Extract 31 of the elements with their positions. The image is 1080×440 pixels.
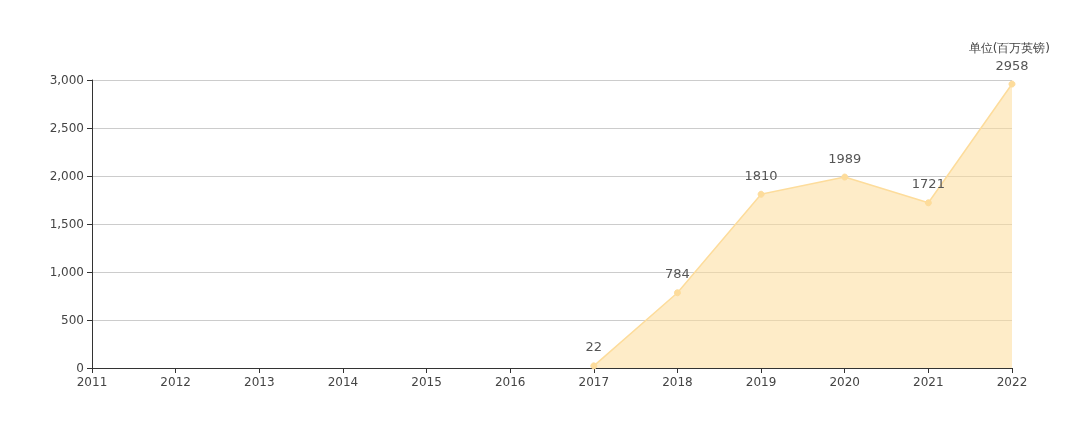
point — [1008, 80, 1016, 88]
x-tick-label: 2019 — [745, 375, 777, 389]
point — [590, 362, 598, 370]
y-tick-label: 2,000 — [49, 169, 84, 183]
x-tick-label: 2011 — [76, 375, 108, 389]
y-tick-label: 0 — [76, 361, 84, 375]
x-tick-label: 2013 — [244, 375, 275, 389]
x-tick-label: 2016 — [494, 375, 526, 389]
y-tick-label: 1,000 — [49, 265, 84, 279]
y-tick-label: 2,500 — [49, 121, 84, 135]
x-tick-label: 2014 — [327, 375, 359, 389]
y-tick-label: 3,000 — [49, 73, 84, 87]
data-label: 1989 — [828, 150, 862, 166]
x-tick-label: 2015 — [411, 375, 442, 389]
point — [924, 199, 932, 207]
point — [841, 173, 849, 181]
x-tick-label: 2020 — [829, 375, 860, 389]
text: 单位(百万英镑) — [968, 41, 1051, 55]
x-tick-label: 2022 — [996, 375, 1028, 389]
y-tick-label: 500 — [61, 313, 84, 327]
x-tick-label: 2018 — [662, 375, 693, 389]
x-tick-label: 2012 — [160, 375, 191, 389]
x-tick-label: 2017 — [578, 375, 610, 389]
data-label: 2958 — [995, 57, 1029, 73]
point — [757, 190, 765, 198]
point — [673, 289, 681, 297]
data-label: 784 — [665, 266, 690, 282]
data-label: 1810 — [744, 167, 778, 183]
x-tick-label: 2021 — [913, 375, 944, 389]
data-label: 22 — [585, 339, 603, 355]
y-tick-label: 1,500 — [49, 217, 84, 231]
